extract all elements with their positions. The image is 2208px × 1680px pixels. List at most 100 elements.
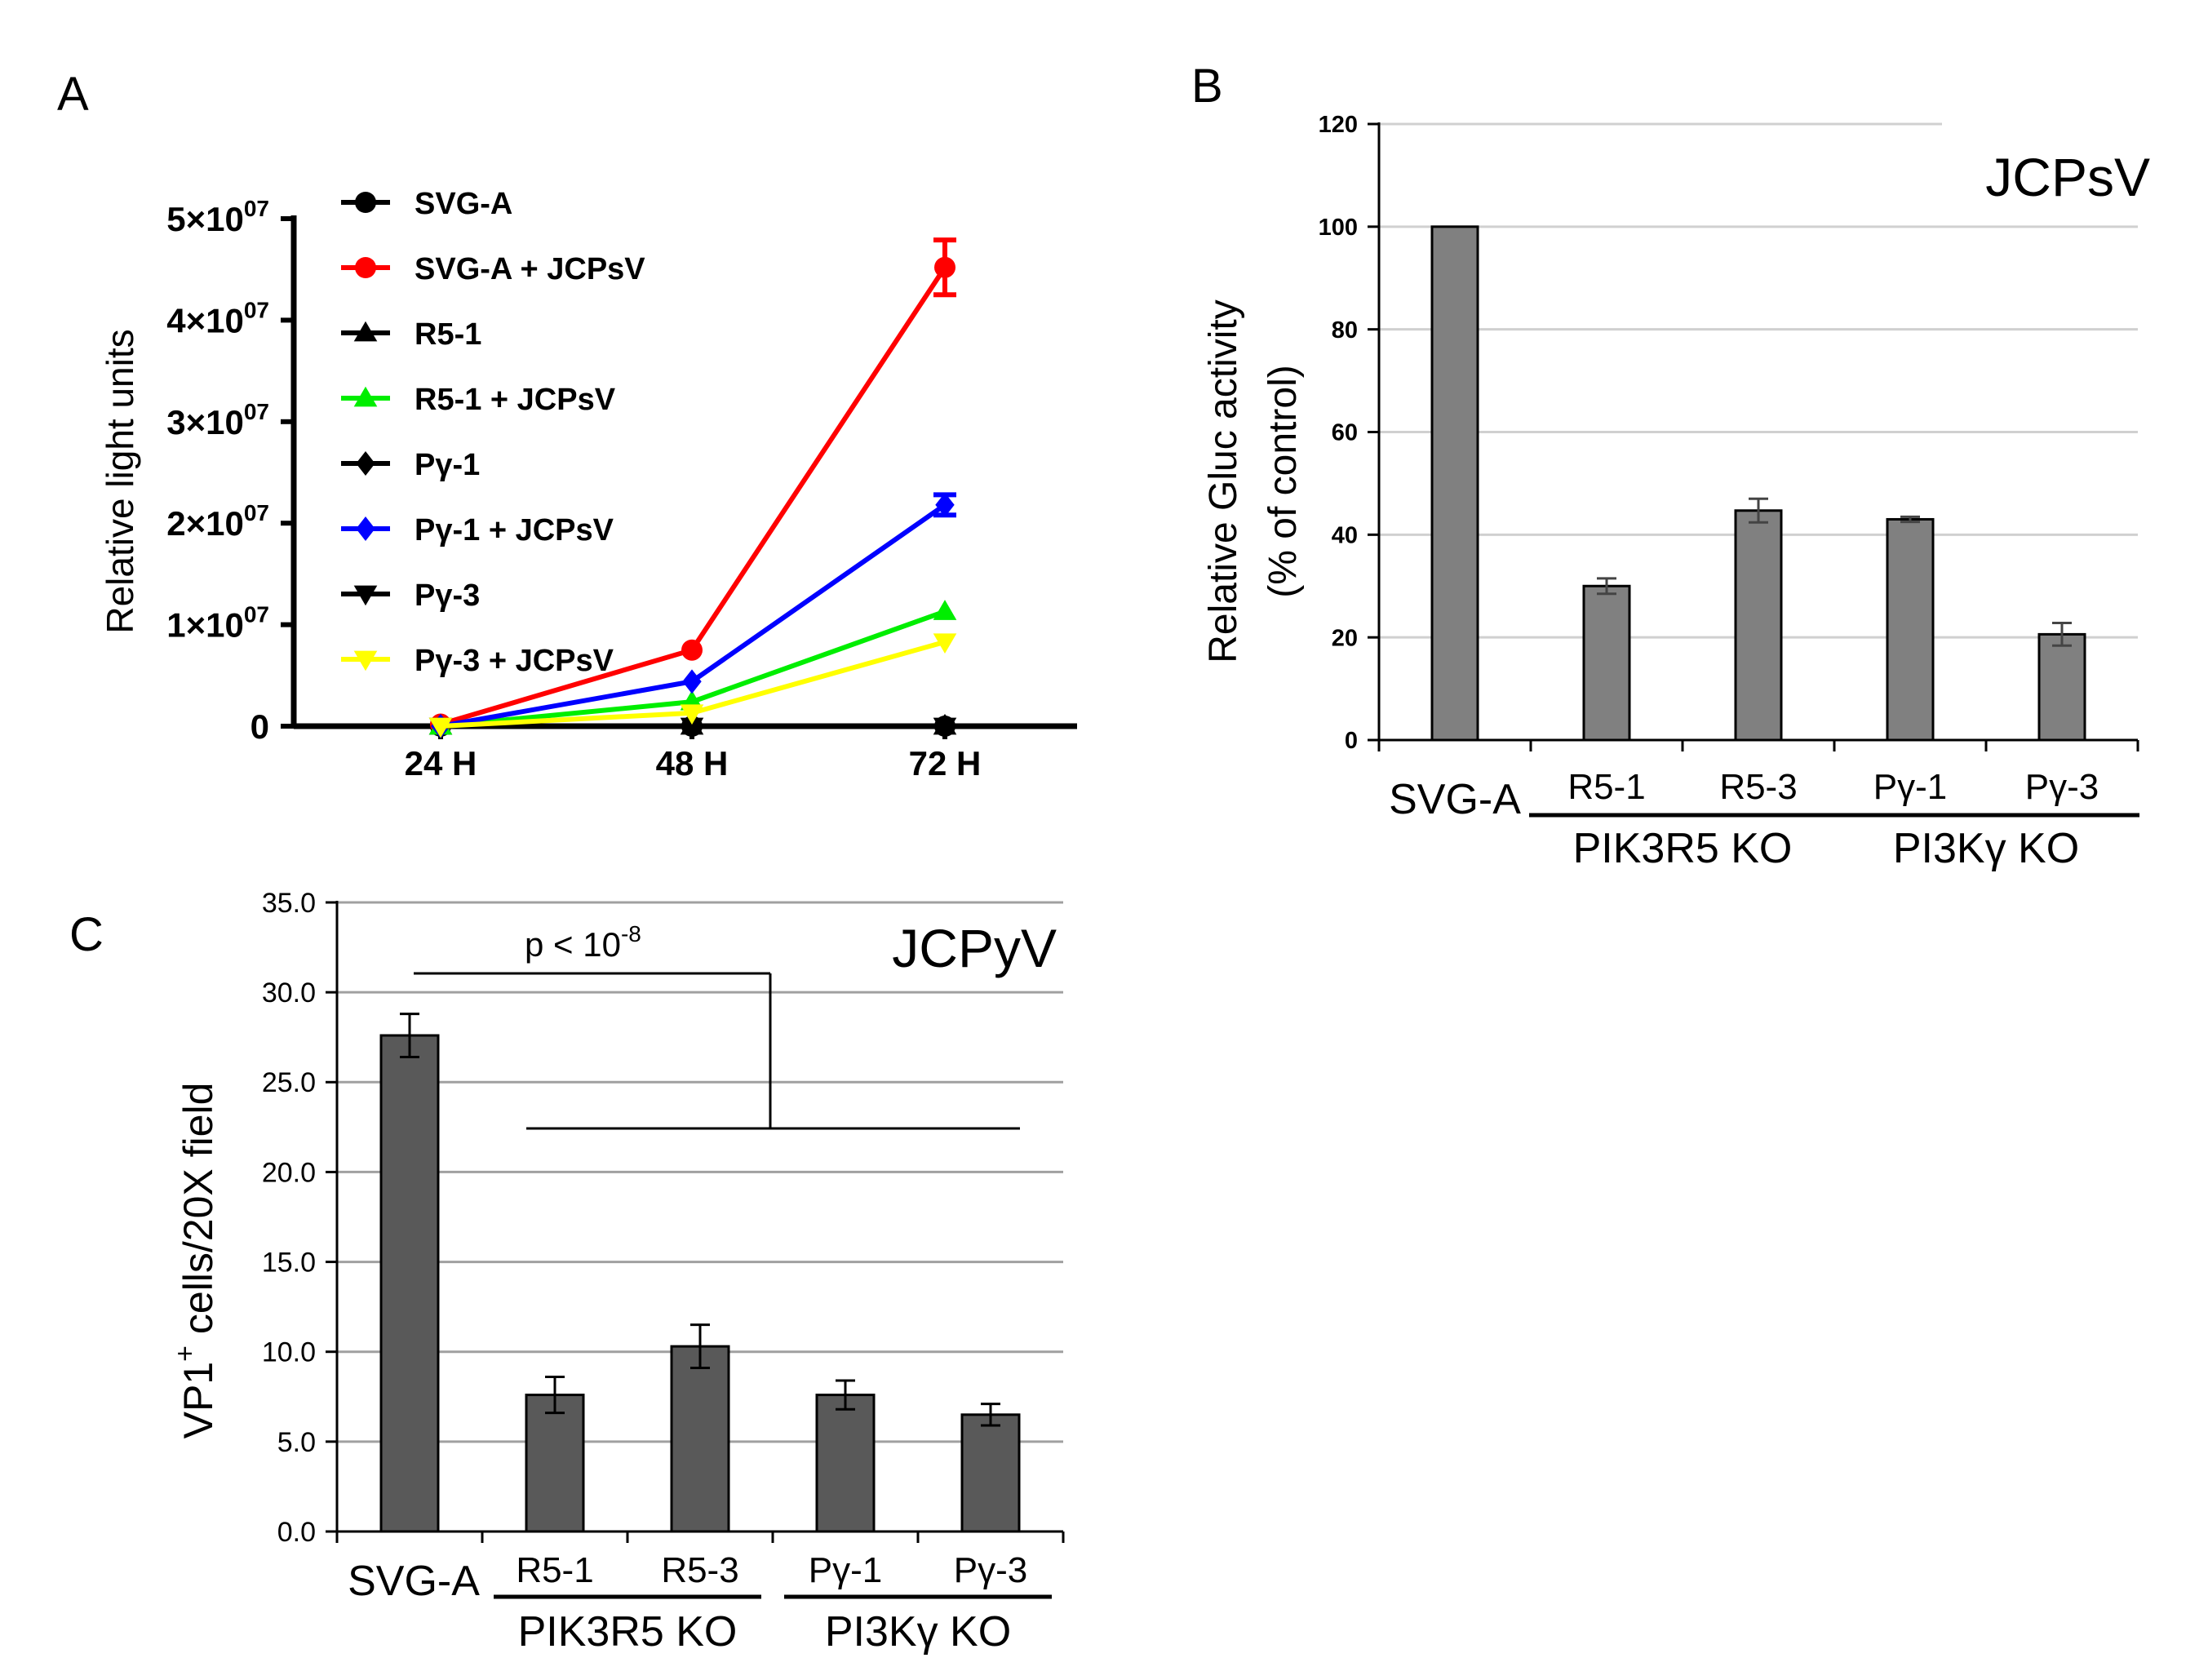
panel-a-ytick-label: 5×1007 — [166, 196, 269, 238]
panel-b-ytick-label: 60 — [1332, 420, 1358, 446]
panel-a-ytick-mantissa: 1×10 — [166, 606, 244, 645]
panel-a-ytick-mantissa: 2×10 — [166, 504, 244, 543]
panel-b-category-label: Pγ-3 — [2025, 767, 2099, 807]
panel-a-data-point — [428, 717, 453, 738]
panel-label-a: A — [57, 68, 89, 121]
panel-c-bar — [525, 1394, 585, 1533]
panel-b-ytick-label: 80 — [1332, 317, 1358, 344]
panel-a-legend-marker — [353, 650, 378, 672]
panel-c-category-label: R5-3 — [661, 1550, 738, 1590]
panel-c-bar — [960, 1413, 1021, 1533]
panel-c-ylabel-main: VP1 — [175, 1362, 221, 1439]
panel-label-b: B — [1191, 60, 1223, 113]
panel-b-ytick-label: 120 — [1319, 112, 1358, 138]
panel-a-ytick-label: 0 — [251, 707, 269, 746]
panel-b-ylabel-line2: (% of control) — [1261, 365, 1305, 597]
panel-b-group-label: PI3Kγ KO — [1893, 825, 2079, 872]
panel-c-ytick-label: 35.0 — [262, 888, 316, 919]
panel-c-title: JCPyV — [892, 918, 1057, 978]
panel-a-ytick-exponent: 07 — [244, 399, 269, 424]
panel-b-bar-chart: JCPsV Relative Gluc activity (% of contr… — [1202, 112, 2150, 872]
panel-b-bar — [1430, 225, 1479, 742]
panel-a-legend-label: R5-1 — [415, 317, 481, 352]
panel-b-group-label: PIK3R5 KO — [1573, 825, 1793, 872]
panel-b-title: JCPsV — [1985, 147, 2150, 207]
panel-a-xtick-label: 48 H — [656, 744, 729, 782]
panel-c-group-label: PI3Kγ KO — [825, 1608, 1011, 1656]
panel-a-legend-marker — [353, 386, 378, 407]
panel-b-ytick-label: 0 — [1345, 728, 1358, 754]
panel-a-legend-label: SVG-A + JCPsV — [415, 252, 645, 286]
panel-a-ytick-exponent: 07 — [244, 297, 269, 322]
panel-a-legend-label: Pγ-3 — [415, 578, 480, 613]
panel-a-legend-label: SVG-A — [415, 187, 512, 221]
panel-c-ylabel: VP1+ cells/20X field — [170, 1083, 221, 1439]
panel-a-legend-label: Pγ-3 + JCPsV — [415, 644, 614, 678]
panel-a-data-point — [935, 492, 955, 517]
panel-a-xtick-label: 24 H — [405, 744, 477, 782]
panel-a-data-point — [681, 639, 703, 661]
panel-b-category-label: R5-3 — [1719, 767, 1797, 807]
panel-a-data-point — [933, 717, 957, 738]
panel-a-legend-marker — [356, 451, 375, 476]
panel-a-legend-marker — [355, 257, 376, 278]
panel-a-data-point — [680, 717, 704, 738]
panel-c-ytick-label: 30.0 — [262, 977, 316, 1008]
panel-a-ytick-label: 1×1007 — [166, 602, 269, 645]
panel-b-ytick-label: 20 — [1332, 625, 1358, 651]
panel-a-ytick-exponent: 07 — [244, 196, 269, 221]
panel-c-bar-chart: JCPyV VP1+ cells/20X field 0.0 5.0 10.0 15.… — [170, 888, 1065, 1656]
panel-b-bar — [1886, 517, 1935, 742]
panel-a-ytick-label: 2×1007 — [166, 500, 269, 543]
panel-c-ytick-label: 10.0 — [262, 1337, 316, 1368]
panel-a-ytick-exponent: 07 — [244, 500, 269, 525]
panel-b-ytick-label: 100 — [1319, 215, 1358, 241]
panel-a-data-point — [682, 669, 702, 694]
panel-c-significance-label: p < 10-8 — [525, 921, 641, 964]
panel-a-legend-label: R5-1 + JCPsV — [415, 383, 616, 417]
panel-a-xtick-label: 72 H — [909, 744, 982, 782]
panel-c-ytick-label: 0.0 — [277, 1517, 316, 1548]
panel-c-ylabel-rest: cells/20X field — [175, 1083, 221, 1345]
panel-a-legend-marker — [355, 192, 376, 213]
panel-c-pvalue-exponent: -8 — [621, 921, 641, 946]
panel-a-data-point — [933, 600, 957, 620]
panel-b-ylabel-line1: Relative Gluc activity — [1202, 299, 1245, 663]
panel-label-c: C — [69, 908, 104, 961]
panel-a-legend-label: Pγ-1 — [415, 448, 480, 482]
panel-c-group-label: PIK3R5 KO — [518, 1608, 738, 1656]
panel-c-bar — [815, 1394, 876, 1533]
panel-a-legend-marker — [353, 321, 378, 342]
panel-a-ytick-label: 4×1007 — [166, 297, 269, 339]
panel-a-ylabel: Relative light units — [99, 329, 141, 633]
panel-c-ytick-label: 5.0 — [277, 1427, 316, 1458]
panel-a-data-point — [680, 704, 704, 725]
panel-c-bar — [670, 1345, 730, 1533]
panel-c-pvalue-text: p < 10 — [525, 925, 621, 964]
panel-a-line-chart: Relative light units 01×10072×10073×1007… — [99, 187, 1077, 782]
panel-a-ytick-label: 3×1007 — [166, 399, 269, 441]
panel-a-legend-marker — [356, 516, 375, 541]
panel-a-legend-label: Pγ-1 + JCPsV — [415, 513, 614, 547]
panel-c-ytick-label: 15.0 — [262, 1247, 316, 1278]
panel-b-category-label: R5-1 — [1567, 767, 1645, 807]
panel-b-category-label: SVG-A — [1389, 776, 1521, 823]
panel-c-ytick-label: 20.0 — [262, 1157, 316, 1188]
panel-c-category-label: SVG-A — [348, 1558, 480, 1605]
panel-c-bar — [379, 1034, 440, 1533]
panel-a-legend-marker — [353, 585, 378, 606]
panel-b-category-label: Pγ-1 — [1873, 767, 1947, 807]
panel-c-category-label: R5-1 — [516, 1550, 593, 1590]
panel-a-data-point — [933, 633, 957, 654]
panel-b-bar — [2037, 632, 2086, 742]
panel-c-ylabel-sup: + — [170, 1345, 201, 1362]
panel-a-ytick-exponent: 07 — [244, 602, 269, 627]
panel-c-ytick-label: 25.0 — [262, 1067, 316, 1098]
panel-a-data-point — [934, 256, 955, 278]
panel-b-ytick-label: 40 — [1332, 522, 1358, 548]
panel-b-bar — [1734, 509, 1783, 742]
panel-c-category-label: Pγ-3 — [954, 1550, 1027, 1590]
panel-a-ytick-mantissa: 4×10 — [166, 301, 244, 339]
panel-c-category-label: Pγ-1 — [809, 1550, 882, 1590]
